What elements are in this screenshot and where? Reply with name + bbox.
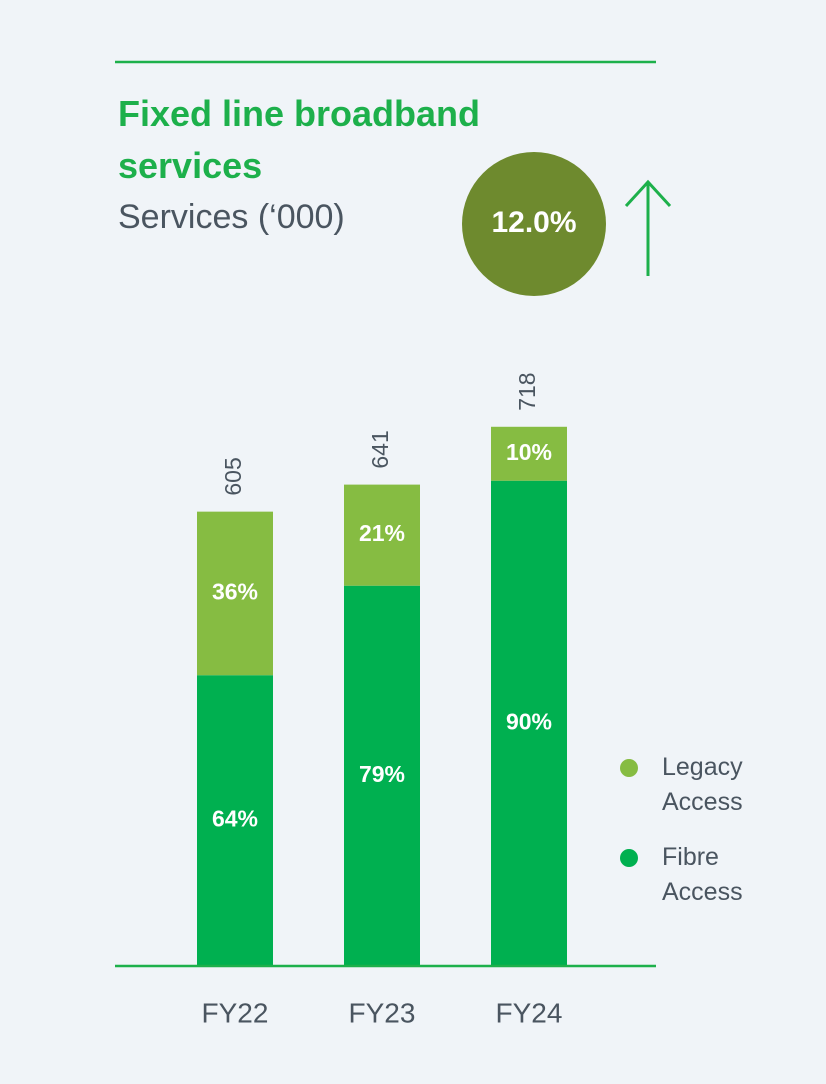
segment-label: 90%: [506, 708, 552, 734]
up-arrow: [624, 179, 672, 276]
bar-segment: [344, 484, 420, 586]
bar-segment: [344, 585, 420, 966]
x-tick-label: FY24: [496, 997, 563, 1028]
segment-label: 64%: [212, 806, 258, 832]
segment-label: 79%: [359, 761, 405, 787]
legend-swatch: [620, 759, 638, 777]
bar-segment: [491, 426, 567, 481]
legend-swatch: [620, 849, 638, 867]
badge-circle: [462, 152, 606, 296]
total-label: 718: [514, 372, 540, 410]
segment-label: 21%: [359, 520, 405, 546]
x-tick-label: FY23: [349, 997, 416, 1028]
bar-segment: [197, 511, 273, 676]
badge-label: 12.0%: [491, 206, 576, 239]
bar-segment: [491, 480, 567, 966]
segment-label: 36%: [212, 579, 258, 605]
segment-label: 10%: [506, 439, 552, 465]
total-label: 641: [367, 430, 393, 468]
total-label: 605: [220, 457, 246, 495]
legend-label: Fibre Access: [662, 843, 743, 906]
chart-title: Fixed line broadband services: [118, 93, 481, 186]
x-tick-label: FY22: [202, 997, 269, 1028]
bar-segment: [197, 675, 273, 966]
legend-item: Legacy Access: [620, 750, 770, 820]
legend-label: Legacy Access: [662, 753, 743, 816]
legend-item: Fibre Access: [620, 840, 770, 910]
bars: 64% 36% 605 FY22 79% 21% 641 FY23 90% 10% 718 FY24: [197, 372, 567, 1028]
legend: Legacy Access Fibre Access: [620, 750, 770, 930]
chart-subtitle: Services (‘000): [118, 198, 345, 236]
